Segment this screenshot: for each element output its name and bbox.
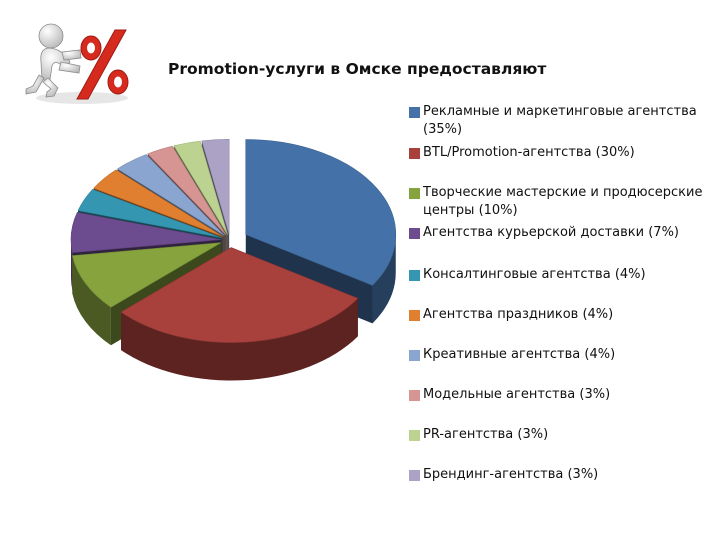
legend-swatch	[409, 107, 420, 118]
legend-swatch	[409, 148, 420, 159]
legend-label: BTL/Promotion-агентства (30%)	[423, 145, 635, 160]
pie-slice	[77, 189, 222, 239]
legend-swatch	[409, 270, 420, 281]
legend-item: PR-агентства (3%)	[409, 426, 709, 444]
legend-swatch	[409, 390, 420, 401]
legend-item: Творческие мастерские и продюсерские цен…	[409, 184, 709, 220]
legend-label: Рекламные и маркетинговые агентства (35%…	[423, 104, 697, 137]
legend-label: Агентства праздников (4%)	[423, 307, 614, 322]
legend-swatch	[409, 430, 420, 441]
pie-slice	[70, 212, 222, 253]
pie-slice	[93, 169, 224, 237]
legend-item: Креативные агентства (4%)	[409, 346, 709, 364]
legend-item: Консалтинговые агентства (4%)	[409, 266, 709, 284]
legend-swatch	[409, 310, 420, 321]
legend-swatch	[409, 470, 420, 481]
pie-slice-side	[72, 255, 111, 346]
legend-swatch	[409, 350, 420, 361]
chart-title: Promotion-услуги в Омске предоставляют	[168, 60, 547, 78]
legend-label: PR-агентства (3%)	[423, 427, 549, 442]
legend-item: Рекламные и маркетинговые агентства (35%…	[409, 103, 709, 139]
legend-item: Агентства праздников (4%)	[409, 306, 709, 324]
legend-label: Консалтинговые агентства (4%)	[423, 267, 646, 282]
pie-slice	[72, 242, 222, 308]
pie-slice	[173, 140, 228, 235]
legend-swatch	[409, 188, 420, 199]
legend-item: Модельные агентства (3%)	[409, 386, 709, 404]
legend-item: Агентства курьерской доставки (7%)	[409, 224, 709, 242]
pie-slice	[116, 154, 225, 236]
legend-swatch	[409, 228, 420, 239]
legend-label: Креативные агентства (4%)	[423, 347, 616, 362]
legend-label: Модельные агентства (3%)	[423, 387, 611, 402]
legend-item: BTL/Promotion-агентства (30%)	[409, 144, 709, 162]
legend-label: Брендинг-агентства (3%)	[423, 467, 599, 482]
pie-slice	[147, 145, 227, 236]
pie-slice	[120, 247, 359, 343]
legend-label: Агентства курьерской доставки (7%)	[423, 225, 680, 240]
pie-slice-side	[121, 298, 358, 381]
pie-slice	[201, 139, 230, 235]
pie-slice	[245, 139, 396, 286]
pie-slice-side	[372, 234, 396, 324]
legend-item: Брендинг-агентства (3%)	[409, 466, 709, 484]
percent-figure-icon	[25, 23, 129, 104]
legend-label: Творческие мастерские и продюсерские цен…	[423, 185, 703, 218]
